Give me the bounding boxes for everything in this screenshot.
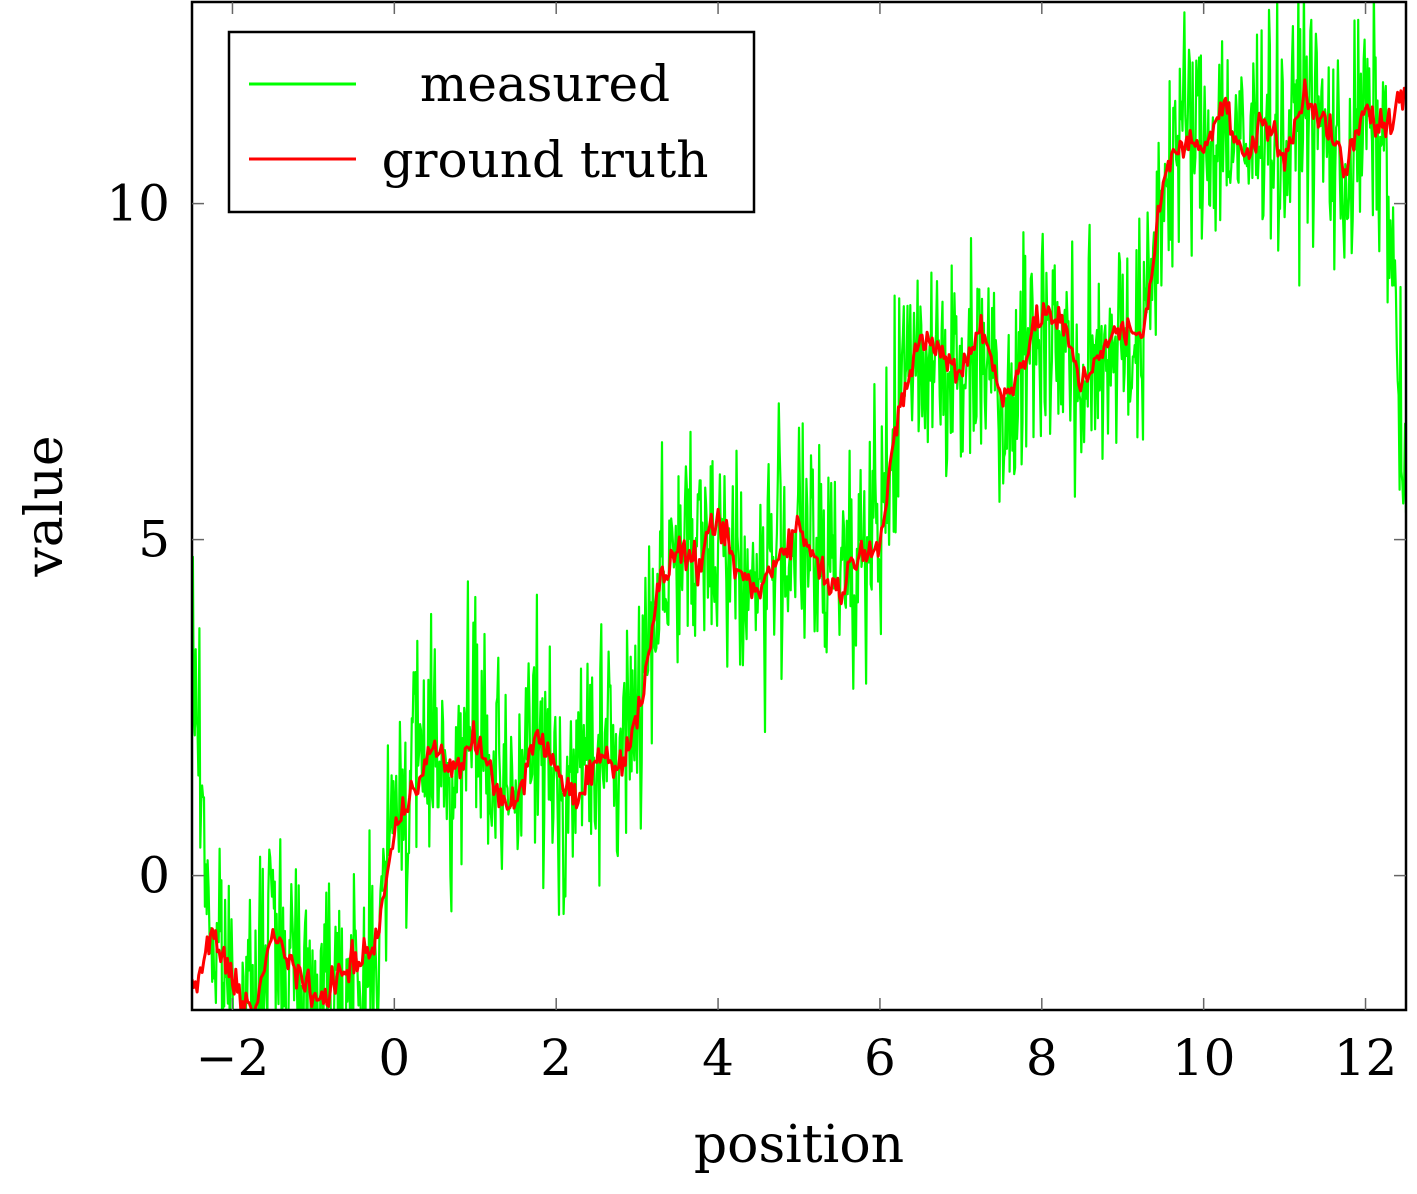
x-tick-label: 12 (1334, 1029, 1398, 1087)
legend-box (227, 30, 756, 214)
x-tick-label: −2 (196, 1029, 270, 1087)
y-tick-label: 10 (106, 175, 170, 233)
x-tick-label: 6 (864, 1029, 896, 1087)
y-tick-label: 5 (138, 511, 170, 569)
legend: measured ground truth (227, 30, 756, 214)
x-tick-label: 4 (702, 1029, 734, 1087)
series-layer (192, 2, 1406, 1010)
x-tick-label: 0 (378, 1029, 410, 1087)
plot-frame (190, 0, 1408, 1012)
legend-label-ground-truth: ground truth (382, 131, 709, 189)
x-tick-label: 10 (1172, 1029, 1236, 1087)
ticks-layer: −2 0 2 4 6 8 10 12 0 5 10 (106, 2, 1406, 1087)
x-tick-label: 8 (1026, 1029, 1058, 1087)
legend-label-measured: measured (420, 55, 670, 113)
series-line-ground-truth (192, 78, 1406, 1010)
x-axis-label: position (694, 1115, 904, 1175)
x-tick-label: 2 (540, 1029, 572, 1087)
y-axis-label: value (15, 435, 75, 577)
y-tick-label: 0 (138, 847, 170, 905)
